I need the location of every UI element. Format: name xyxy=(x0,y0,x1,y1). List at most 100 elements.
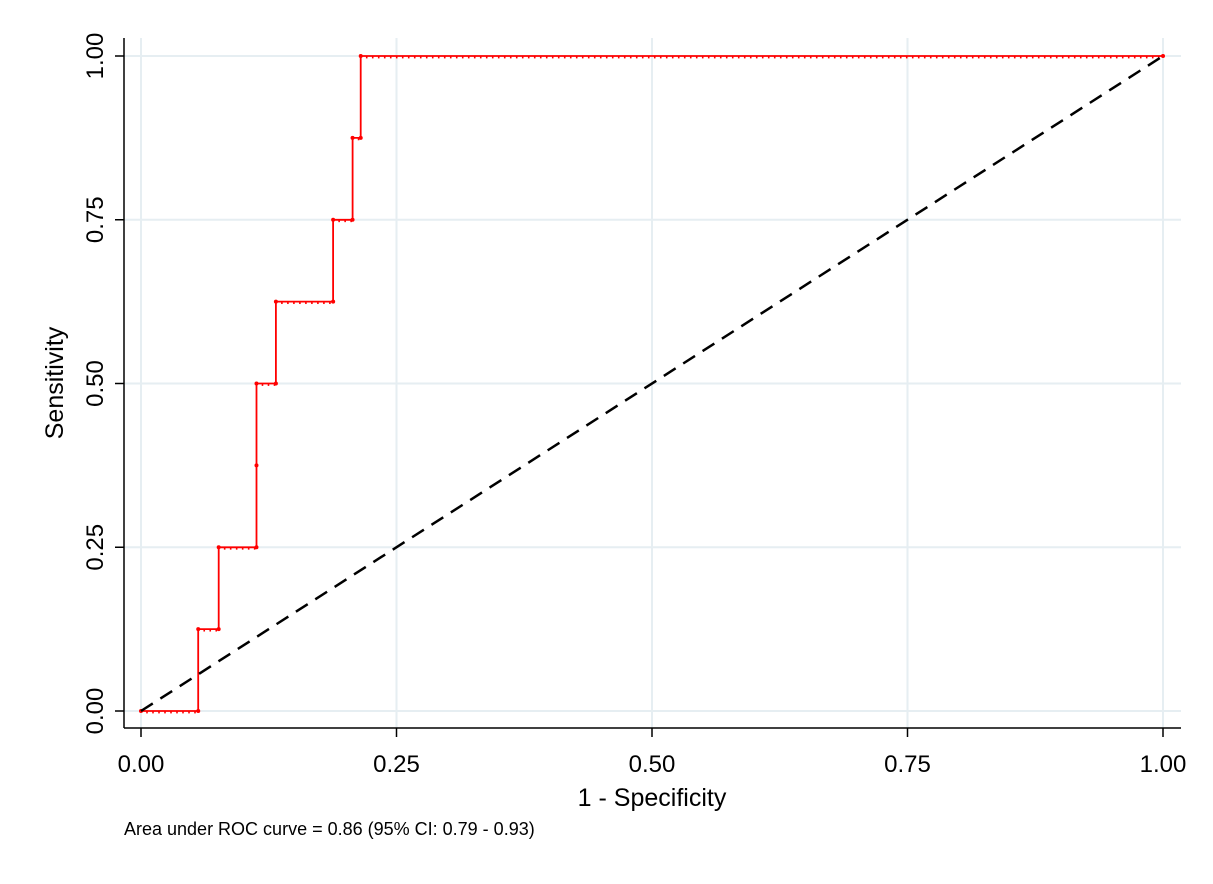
roc-run-dot-5-5 xyxy=(253,547,256,550)
roc-run-dot-16-59 xyxy=(719,56,722,59)
roc-run-dot-16-92 xyxy=(917,56,920,59)
roc-run-dot-16-34 xyxy=(569,56,572,59)
roc-run-dot-16-117 xyxy=(1067,56,1070,59)
roc-run-dot-16-119 xyxy=(1079,56,1082,59)
roc-run-dot-16-71 xyxy=(791,56,794,59)
roc-run-dot-16-129 xyxy=(1139,56,1142,59)
roc-point-5 xyxy=(254,545,259,550)
roc-run-dot-16-111 xyxy=(1031,56,1034,59)
roc-run-dot-16-101 xyxy=(971,56,974,59)
roc-run-dot-16-52 xyxy=(677,56,680,59)
roc-run-dot-16-37 xyxy=(587,56,590,59)
roc-run-dot-16-104 xyxy=(989,56,992,59)
roc-run-dot-3-2 xyxy=(215,629,218,632)
roc-run-dot-16-56 xyxy=(701,56,704,59)
roc-point-11 xyxy=(331,217,336,222)
roc-run-dot-16-96 xyxy=(941,56,944,59)
roc-run-dot-16-55 xyxy=(695,56,698,59)
roc-run-dot-16-11 xyxy=(431,56,434,59)
roc-run-dot-16-75 xyxy=(815,56,818,59)
roc-run-dot-16-35 xyxy=(575,56,578,59)
roc-run-dot-16-73 xyxy=(803,56,806,59)
roc-run-dot-5-1 xyxy=(229,547,232,550)
roc-run-dot-1-0 xyxy=(146,711,148,714)
roc-run-dot-16-105 xyxy=(995,56,998,59)
roc-run-dot-12-1 xyxy=(344,219,346,223)
roc-run-dot-10-6 xyxy=(317,301,319,305)
roc-run-dot-16-113 xyxy=(1043,56,1046,59)
roc-run-dot-10-0 xyxy=(281,301,283,305)
roc-run-dot-16-32 xyxy=(557,56,560,59)
roc-run-dot-16-51 xyxy=(671,56,674,59)
y-tick-label-2: 0.50 xyxy=(82,360,109,407)
roc-run-dot-16-41 xyxy=(611,56,614,59)
roc-run-dot-16-94 xyxy=(929,56,932,59)
roc-run-dot-5-4 xyxy=(247,547,250,550)
roc-run-dot-16-16 xyxy=(461,56,464,59)
roc-run-dot-16-82 xyxy=(857,56,860,59)
roc-run-dot-16-18 xyxy=(473,56,476,59)
roc-run-dot-16-24 xyxy=(509,56,512,59)
roc-run-dot-16-38 xyxy=(593,56,596,59)
roc-run-dot-1-8 xyxy=(194,711,196,714)
roc-run-dot-16-122 xyxy=(1097,56,1100,59)
roc-run-dot-16-58 xyxy=(713,56,716,59)
roc-run-dot-1-6 xyxy=(182,711,184,714)
roc-run-dot-16-78 xyxy=(833,56,836,59)
roc-run-dot-16-39 xyxy=(599,56,602,59)
roc-run-dot-16-1 xyxy=(371,56,374,59)
roc-run-dot-1-4 xyxy=(170,711,172,714)
roc-run-dot-16-44 xyxy=(629,56,632,59)
roc-run-dot-16-19 xyxy=(479,56,482,59)
roc-run-dot-10-2 xyxy=(293,301,295,305)
roc-run-dot-16-57 xyxy=(707,56,710,59)
roc-run-dot-16-27 xyxy=(527,56,530,59)
roc-run-dot-16-49 xyxy=(659,56,662,59)
roc-run-dot-16-15 xyxy=(455,56,458,59)
roc-run-dot-16-116 xyxy=(1061,56,1064,59)
roc-run-dot-1-3 xyxy=(164,711,166,714)
roc-run-dot-16-40 xyxy=(605,56,608,59)
roc-run-dot-10-7 xyxy=(323,301,325,305)
roc-run-dot-16-48 xyxy=(653,56,656,59)
roc-run-dot-10-5 xyxy=(311,301,313,305)
roc-run-dot-16-17 xyxy=(467,56,470,59)
roc-run-dot-16-77 xyxy=(827,56,830,59)
roc-run-dot-12-2 xyxy=(350,219,352,223)
roc-run-dot-16-25 xyxy=(515,56,518,59)
roc-run-dot-3-0 xyxy=(203,629,206,632)
roc-run-dot-16-112 xyxy=(1037,56,1040,59)
x-tick-label-4: 1.00 xyxy=(1140,751,1187,778)
roc-run-dot-5-3 xyxy=(241,547,244,550)
y-tick-label-1: 0.25 xyxy=(82,524,109,571)
roc-point-2 xyxy=(196,627,201,632)
roc-run-dot-16-130 xyxy=(1145,56,1148,59)
roc-run-dot-16-107 xyxy=(1007,56,1010,59)
roc-run-dot-16-22 xyxy=(497,56,500,59)
roc-run-dot-16-0 xyxy=(365,56,368,59)
roc-point-10 xyxy=(331,299,336,304)
roc-run-dot-16-70 xyxy=(785,56,788,59)
roc-run-dot-16-67 xyxy=(767,56,770,59)
roc-run-dot-16-97 xyxy=(947,56,950,59)
roc-point-13 xyxy=(350,135,355,140)
roc-run-dot-16-132 xyxy=(1157,56,1160,59)
roc-run-dot-16-121 xyxy=(1091,56,1094,59)
x-tick-label-2: 0.50 xyxy=(629,751,676,778)
roc-run-dot-16-114 xyxy=(1049,56,1052,59)
roc-run-dot-1-7 xyxy=(188,711,190,714)
roc-run-dot-10-8 xyxy=(329,301,331,305)
axes xyxy=(115,38,1181,737)
roc-run-dot-16-72 xyxy=(797,56,800,59)
roc-run-dot-16-90 xyxy=(905,56,908,59)
roc-run-dot-5-0 xyxy=(223,547,226,550)
roc-run-dot-16-9 xyxy=(419,56,422,59)
roc-run-dot-16-66 xyxy=(761,56,764,59)
roc-run-dot-16-127 xyxy=(1127,56,1130,59)
roc-run-dot-16-26 xyxy=(521,56,524,59)
roc-run-dot-8-0 xyxy=(261,383,264,386)
roc-run-dot-16-10 xyxy=(425,56,428,59)
x-tick-label-3: 0.75 xyxy=(884,751,931,778)
roc-run-dot-16-46 xyxy=(641,56,644,59)
